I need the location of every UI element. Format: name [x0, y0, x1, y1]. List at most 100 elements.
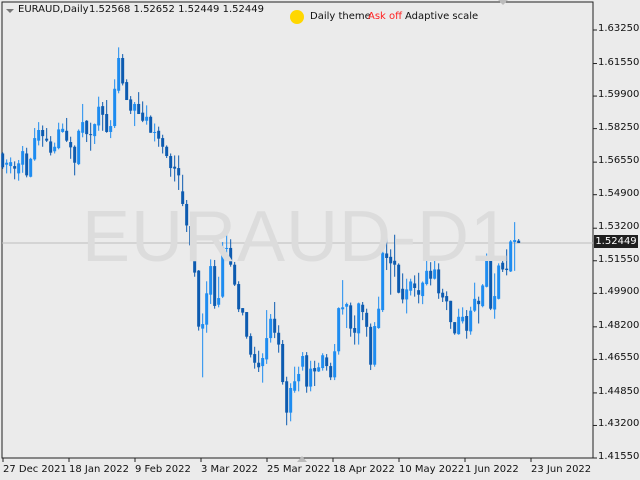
bull-candle	[57, 122, 61, 150]
bear-candle	[349, 302, 353, 337]
x-tick-label: 10 May 2022	[399, 464, 465, 475]
candle-body	[441, 292, 445, 298]
bull-candle	[473, 282, 477, 313]
bull-candle	[485, 253, 489, 288]
candle-body	[473, 298, 477, 311]
bear-candle	[137, 92, 141, 115]
bear-candle	[193, 245, 197, 277]
bear-candle	[89, 122, 93, 151]
bear-candle	[241, 308, 245, 316]
candle-body	[357, 303, 361, 334]
candle-body	[353, 328, 357, 333]
bull-candle	[469, 306, 473, 335]
ohlc-values: 1.52568 1.52652 1.52449 1.52449	[89, 4, 264, 15]
bull-candle	[425, 250, 429, 286]
bear-candle	[169, 153, 173, 177]
adaptive-scale-button[interactable]: Adaptive scale	[405, 11, 479, 22]
candle-body	[513, 240, 517, 243]
candle-body	[17, 163, 21, 174]
bull-candle	[201, 313, 205, 378]
bear-candle	[477, 296, 481, 324]
candle-body	[133, 103, 137, 111]
theme-dot-icon[interactable]	[290, 10, 304, 24]
y-tick-label: 1.58250	[598, 121, 640, 133]
candle-body	[377, 308, 381, 329]
y-tick-label: 1.46550	[598, 352, 640, 364]
bear-candle	[417, 272, 421, 304]
symbol-watermark: EURAUD-D1	[81, 197, 512, 277]
candle-body	[81, 122, 85, 133]
candle-body	[301, 356, 305, 367]
candle-body	[21, 151, 25, 165]
candle-body	[289, 387, 293, 413]
candle-body	[73, 146, 77, 163]
ask-off-button[interactable]: Ask off	[368, 11, 403, 22]
bull-candle	[377, 296, 381, 329]
bear-candle	[505, 249, 509, 276]
bull-candle	[37, 122, 41, 146]
x-tick-label: 23 Jun 2022	[531, 464, 592, 475]
bear-candle	[353, 315, 357, 345]
bear-candle	[1, 152, 5, 170]
bull-candle	[333, 343, 337, 381]
bear-candle	[501, 260, 505, 273]
bear-candle	[489, 252, 493, 311]
candle-body	[381, 252, 385, 311]
bull-candle	[5, 159, 9, 174]
y-tick-label: 1.44850	[598, 385, 640, 397]
bull-candle	[53, 142, 57, 154]
bear-candle	[369, 323, 373, 371]
bull-candle	[337, 307, 341, 355]
candle-body	[93, 124, 97, 137]
candle-body	[281, 343, 285, 383]
bull-candle	[145, 105, 149, 125]
bear-candle	[253, 346, 257, 369]
candle-body	[137, 103, 141, 115]
bear-candle	[149, 115, 153, 133]
bear-candle	[285, 376, 289, 426]
bear-candle	[73, 145, 77, 176]
bear-candle	[413, 275, 417, 297]
candle-body	[341, 307, 345, 310]
bull-candle	[345, 302, 349, 329]
candle-body	[29, 158, 33, 177]
candle-body	[49, 141, 53, 153]
bear-candle	[141, 101, 145, 123]
candle-body	[397, 264, 401, 293]
candle-body	[13, 166, 17, 169]
candle-body	[361, 304, 365, 313]
bear-candle	[101, 101, 105, 131]
bear-candle	[197, 270, 201, 331]
bear-candle	[325, 354, 329, 371]
bull-candle	[289, 383, 293, 422]
candle-body	[413, 283, 417, 288]
y-tick-label: 1.61550	[598, 56, 640, 68]
candle-body	[445, 296, 449, 302]
candle-body	[385, 253, 389, 259]
bear-candle	[281, 340, 285, 385]
candle-body	[57, 129, 61, 149]
bear-candle	[249, 333, 253, 358]
bull-candle	[77, 129, 81, 166]
candle-body	[337, 308, 341, 352]
bull-candle	[321, 353, 325, 371]
scroll-marker-top-icon[interactable]	[498, 0, 508, 5]
scroll-marker-bottom-icon[interactable]	[297, 456, 307, 462]
current-price-label: 1.52449	[594, 235, 638, 248]
candle-body	[449, 300, 453, 323]
y-tick-label: 1.48200	[598, 319, 640, 331]
candle-body	[77, 130, 81, 165]
bear-candle	[329, 362, 333, 381]
bear-candle	[237, 281, 241, 313]
bear-candle	[125, 79, 129, 101]
bull-candle	[109, 120, 113, 139]
candle-body	[405, 289, 409, 300]
candle-body	[149, 116, 153, 133]
chart-frame	[1, 1, 594, 459]
collapse-triangle-icon[interactable]	[6, 9, 14, 13]
bear-candle	[45, 128, 49, 143]
bull-candle	[21, 145, 25, 173]
x-tick-label: 18 Apr 2022	[333, 464, 395, 475]
daily-theme-button[interactable]: Daily theme	[310, 11, 371, 22]
